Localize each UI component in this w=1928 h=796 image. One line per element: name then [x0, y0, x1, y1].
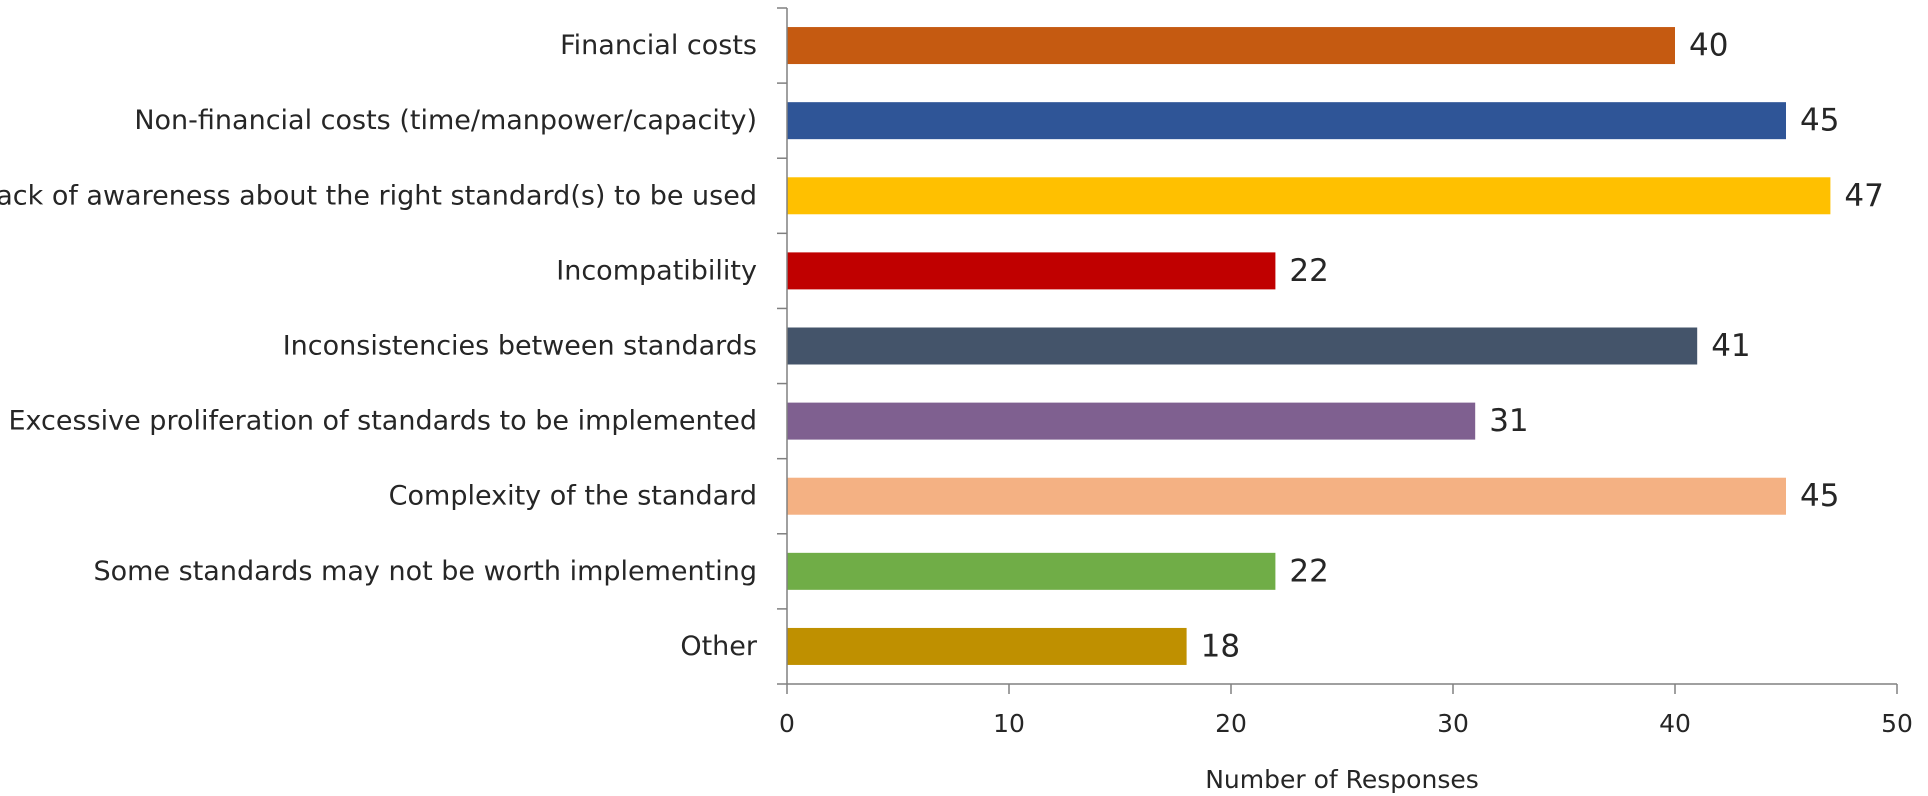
- x-tick-label: 50: [1881, 709, 1913, 738]
- data-label: 22: [1289, 253, 1328, 289]
- category-label: Lack of awareness about the right standa…: [0, 180, 757, 211]
- category-label: Other: [680, 631, 758, 662]
- data-label: 45: [1800, 478, 1839, 514]
- bar: [787, 402, 1476, 440]
- value-labels: 40 45 47 22 41 31 45 22 18: [1201, 28, 1884, 665]
- data-label: 18: [1201, 628, 1240, 664]
- category-label: Inconsistencies between standards: [283, 331, 757, 362]
- bar: [787, 552, 1276, 590]
- x-axis-title: Number of Responses: [1205, 765, 1479, 794]
- x-tick-label: 20: [1215, 709, 1247, 738]
- data-label: 41: [1711, 328, 1750, 364]
- category-label: Non-financial costs (time/manpower/capac…: [134, 105, 757, 136]
- data-label: 22: [1289, 553, 1328, 589]
- data-label: 40: [1689, 28, 1728, 64]
- x-tick-label: 40: [1659, 709, 1691, 738]
- y-axis-ticks: [777, 7, 787, 685]
- bar: [787, 327, 1698, 365]
- category-label: Some standards may not be worth implemen…: [93, 556, 757, 587]
- bar: [787, 102, 1786, 140]
- bar: [787, 177, 1831, 215]
- bar: [787, 477, 1786, 515]
- x-tick-label: 30: [1437, 709, 1469, 738]
- category-labels: Financial costs Non-financial costs (time…: [0, 30, 758, 662]
- x-axis-ticks: 0 10 20 30 40 50: [779, 684, 1913, 738]
- data-label: 31: [1489, 403, 1528, 439]
- x-tick-label: 10: [993, 709, 1025, 738]
- category-label: Incompatibility: [556, 255, 757, 286]
- data-label: 47: [1844, 178, 1883, 214]
- bar: [787, 627, 1187, 665]
- data-label: 45: [1800, 103, 1839, 139]
- category-label: Excessive proliferation of standards to …: [8, 406, 757, 437]
- bar: [787, 252, 1276, 290]
- category-label: Complexity of the standard: [389, 481, 757, 512]
- category-label: Financial costs: [560, 30, 757, 61]
- bar: [787, 27, 1675, 65]
- x-tick-label: 0: [779, 709, 795, 738]
- bars: [787, 27, 1831, 665]
